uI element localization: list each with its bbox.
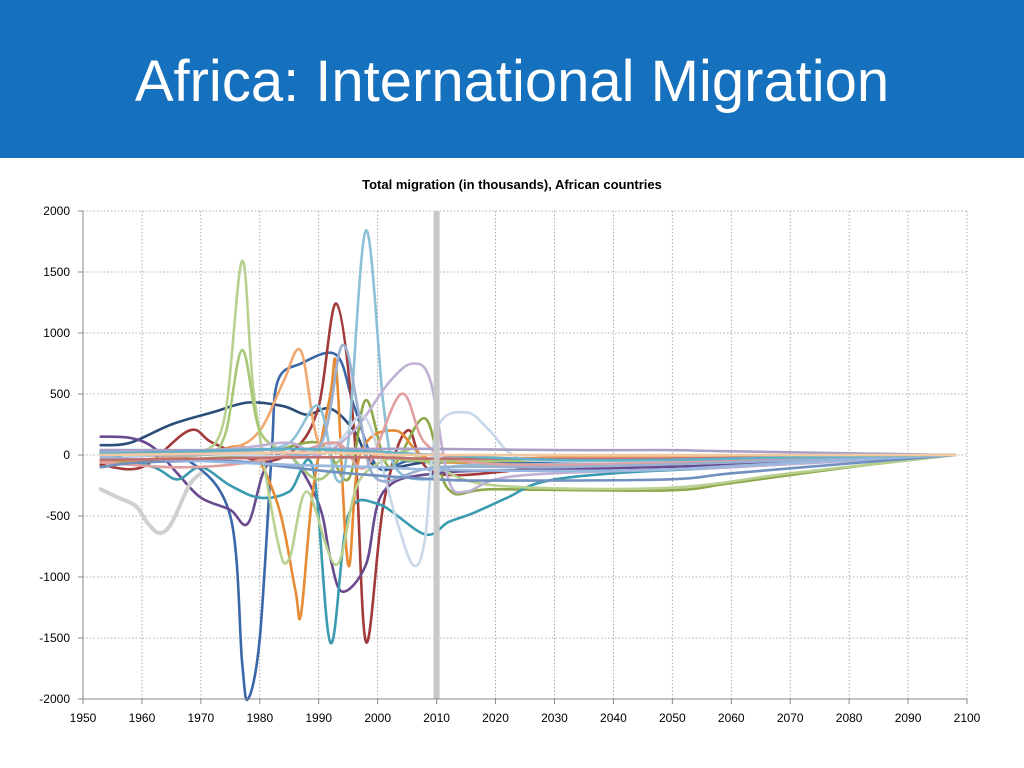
series-line-9 [99,259,957,567]
y-tick-label: 1500 [43,265,70,279]
y-tick-label: -1000 [39,570,70,584]
x-tick-label: 2070 [777,711,804,725]
series-line-4 [99,398,957,496]
series-line-10 [99,348,957,481]
slide-header: Africa: International Migration [0,0,1024,158]
x-tick-label: 2020 [482,711,509,725]
chart-axes [78,210,968,704]
y-axis-tick-labels: 2000 1500 1000 500 0 -500 -1000 -1500 -2000 [39,204,70,706]
y-tick-label: -500 [46,509,70,523]
x-tick-label: 2050 [659,711,686,725]
y-tick-label: 500 [50,387,70,401]
y-tick-label: -2000 [39,692,70,706]
x-axis-tick-labels: 1950 1960 1970 1980 1990 2000 2010 2020 2030 2040… [70,711,981,725]
series-line-3 [99,302,957,644]
x-tick-label: 1960 [129,711,156,725]
x-tick-label: 2060 [718,711,745,725]
x-tick-label: 2010 [423,711,450,725]
y-tick-label: -1500 [39,631,70,645]
x-tick-label: 1990 [305,711,332,725]
x-tick-label: 2000 [364,711,391,725]
x-tick-label: 2040 [600,711,627,725]
series-line-22 [98,471,203,536]
y-tick-label: 1000 [43,326,70,340]
series-line-8 [99,347,957,463]
x-tick-label: 2090 [895,711,922,725]
x-tick-label: 2080 [836,711,863,725]
x-tick-label: 1970 [188,711,215,725]
chart-title: Total migration (in thousands), African … [362,177,662,192]
x-tick-label: 1950 [70,711,97,725]
series-line-11 [99,229,957,484]
chart-series [98,229,957,702]
y-tick-label: 0 [63,448,70,462]
series-line-21 [99,451,957,457]
series-line-14 [99,392,957,470]
series-line-5 [99,435,957,593]
migration-line-chart: Total migration (in thousands), African … [39,177,981,725]
x-tick-label: 1980 [246,711,273,725]
series-line-18 [99,453,957,473]
x-tick-label: 2030 [541,711,568,725]
series-line-20 [99,447,957,462]
x-tick-label: 2100 [954,711,981,725]
y-tick-label: 2000 [43,204,70,218]
series-line-1 [99,351,957,702]
slide-title: Africa: International Migration [134,49,890,114]
